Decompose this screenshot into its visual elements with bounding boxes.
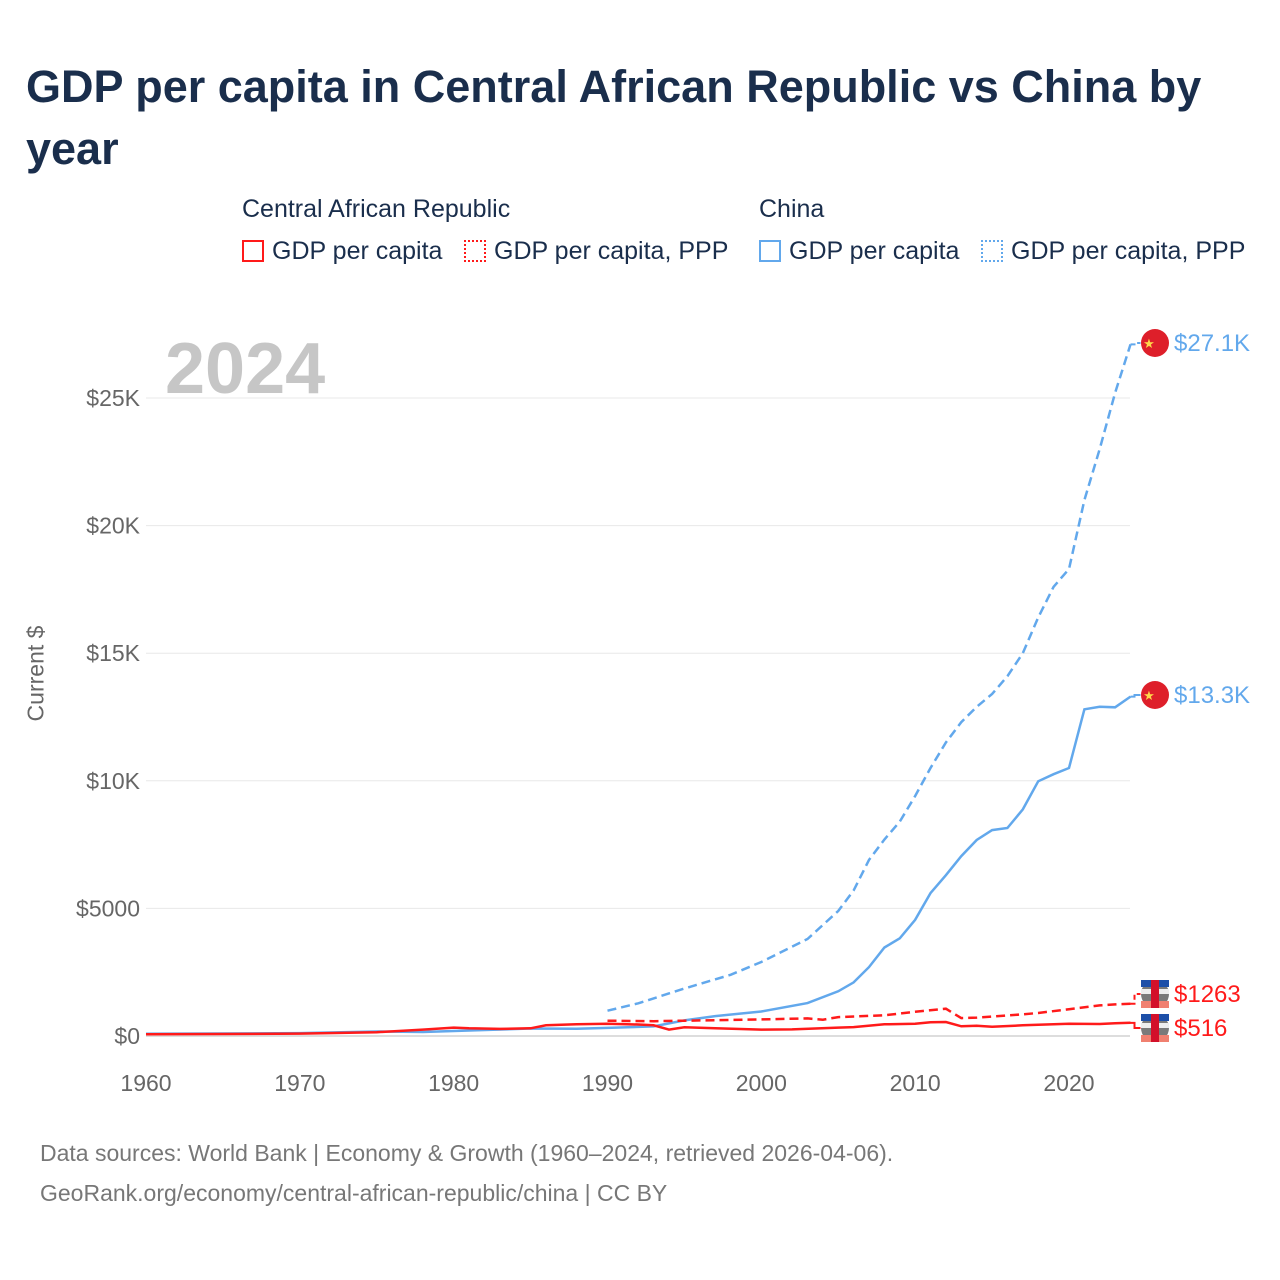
x-tick-label: 1960 — [120, 1070, 171, 1096]
label-connector — [1130, 993, 1141, 1005]
x-tick-label: 1990 — [582, 1070, 633, 1096]
legend-label: GDP per capita — [789, 237, 960, 265]
legend-item-car-gdp[interactable]: GDP per capita — [242, 237, 442, 266]
legend-item-china-gdp[interactable]: GDP per capita — [759, 237, 959, 266]
label-connector — [1130, 1021, 1141, 1029]
x-tick-label: 1980 — [428, 1070, 479, 1096]
end-value-label: $1263 — [1174, 981, 1241, 1008]
legend-label: GDP per capita, PPP — [1011, 237, 1246, 265]
legend-swatch-solid — [242, 240, 264, 262]
legend-label: GDP per capita, PPP — [494, 237, 729, 265]
series-line — [607, 1002, 1131, 1023]
y-tick-label: $10K — [86, 768, 140, 794]
legend-group-china: China — [759, 195, 825, 223]
y-tick-label: $0 — [114, 1023, 140, 1049]
series-line — [607, 344, 1132, 1012]
end-value-label: $516 — [1174, 1015, 1227, 1042]
legend-group-car: Central African Republic — [242, 195, 511, 223]
x-tick-label: 2010 — [890, 1070, 941, 1096]
legend-item-car-ppp[interactable]: GDP per capita, PPP — [464, 237, 728, 266]
source-line: Data sources: World Bank | Economy & Gro… — [40, 1140, 894, 1166]
end-value-label: $13.3K — [1174, 682, 1250, 709]
flag-stripe — [1151, 980, 1159, 1008]
china-flag-icon — [1141, 329, 1169, 357]
series-line — [145, 1020, 1131, 1036]
source-url[interactable]: GeoRank.org/economy/central-african-repu… — [40, 1180, 668, 1206]
label-connector — [1130, 694, 1141, 698]
china-flag-icon — [1141, 681, 1169, 709]
y-tick-label: $25K — [86, 385, 140, 411]
x-tick-label: 2000 — [736, 1070, 787, 1096]
legend-label: GDP per capita — [272, 237, 443, 265]
chart-title: GDP per capita in Central African Republ… — [26, 61, 1202, 174]
y-tick-label: $5000 — [76, 895, 140, 921]
x-tick-label: 1970 — [274, 1070, 325, 1096]
y-tick-label: $20K — [86, 513, 140, 539]
flag-star: ★ — [1143, 336, 1155, 351]
legend-swatch-dotted — [464, 240, 486, 262]
label-connector — [1130, 342, 1141, 346]
y-tick-label: $15K — [86, 640, 140, 666]
flag-star: ★ — [1143, 688, 1155, 703]
flag-stripe — [1151, 1014, 1159, 1042]
legend-swatch-dotted — [981, 240, 1003, 262]
x-tick-label: 2020 — [1043, 1070, 1094, 1096]
year-label: 2024 — [165, 329, 326, 409]
series-line — [145, 695, 1132, 1035]
end-value-label: $27.1K — [1174, 330, 1250, 357]
legend-swatch-solid — [759, 240, 781, 262]
legend-item-china-ppp[interactable]: GDP per capita, PPP — [981, 237, 1245, 266]
